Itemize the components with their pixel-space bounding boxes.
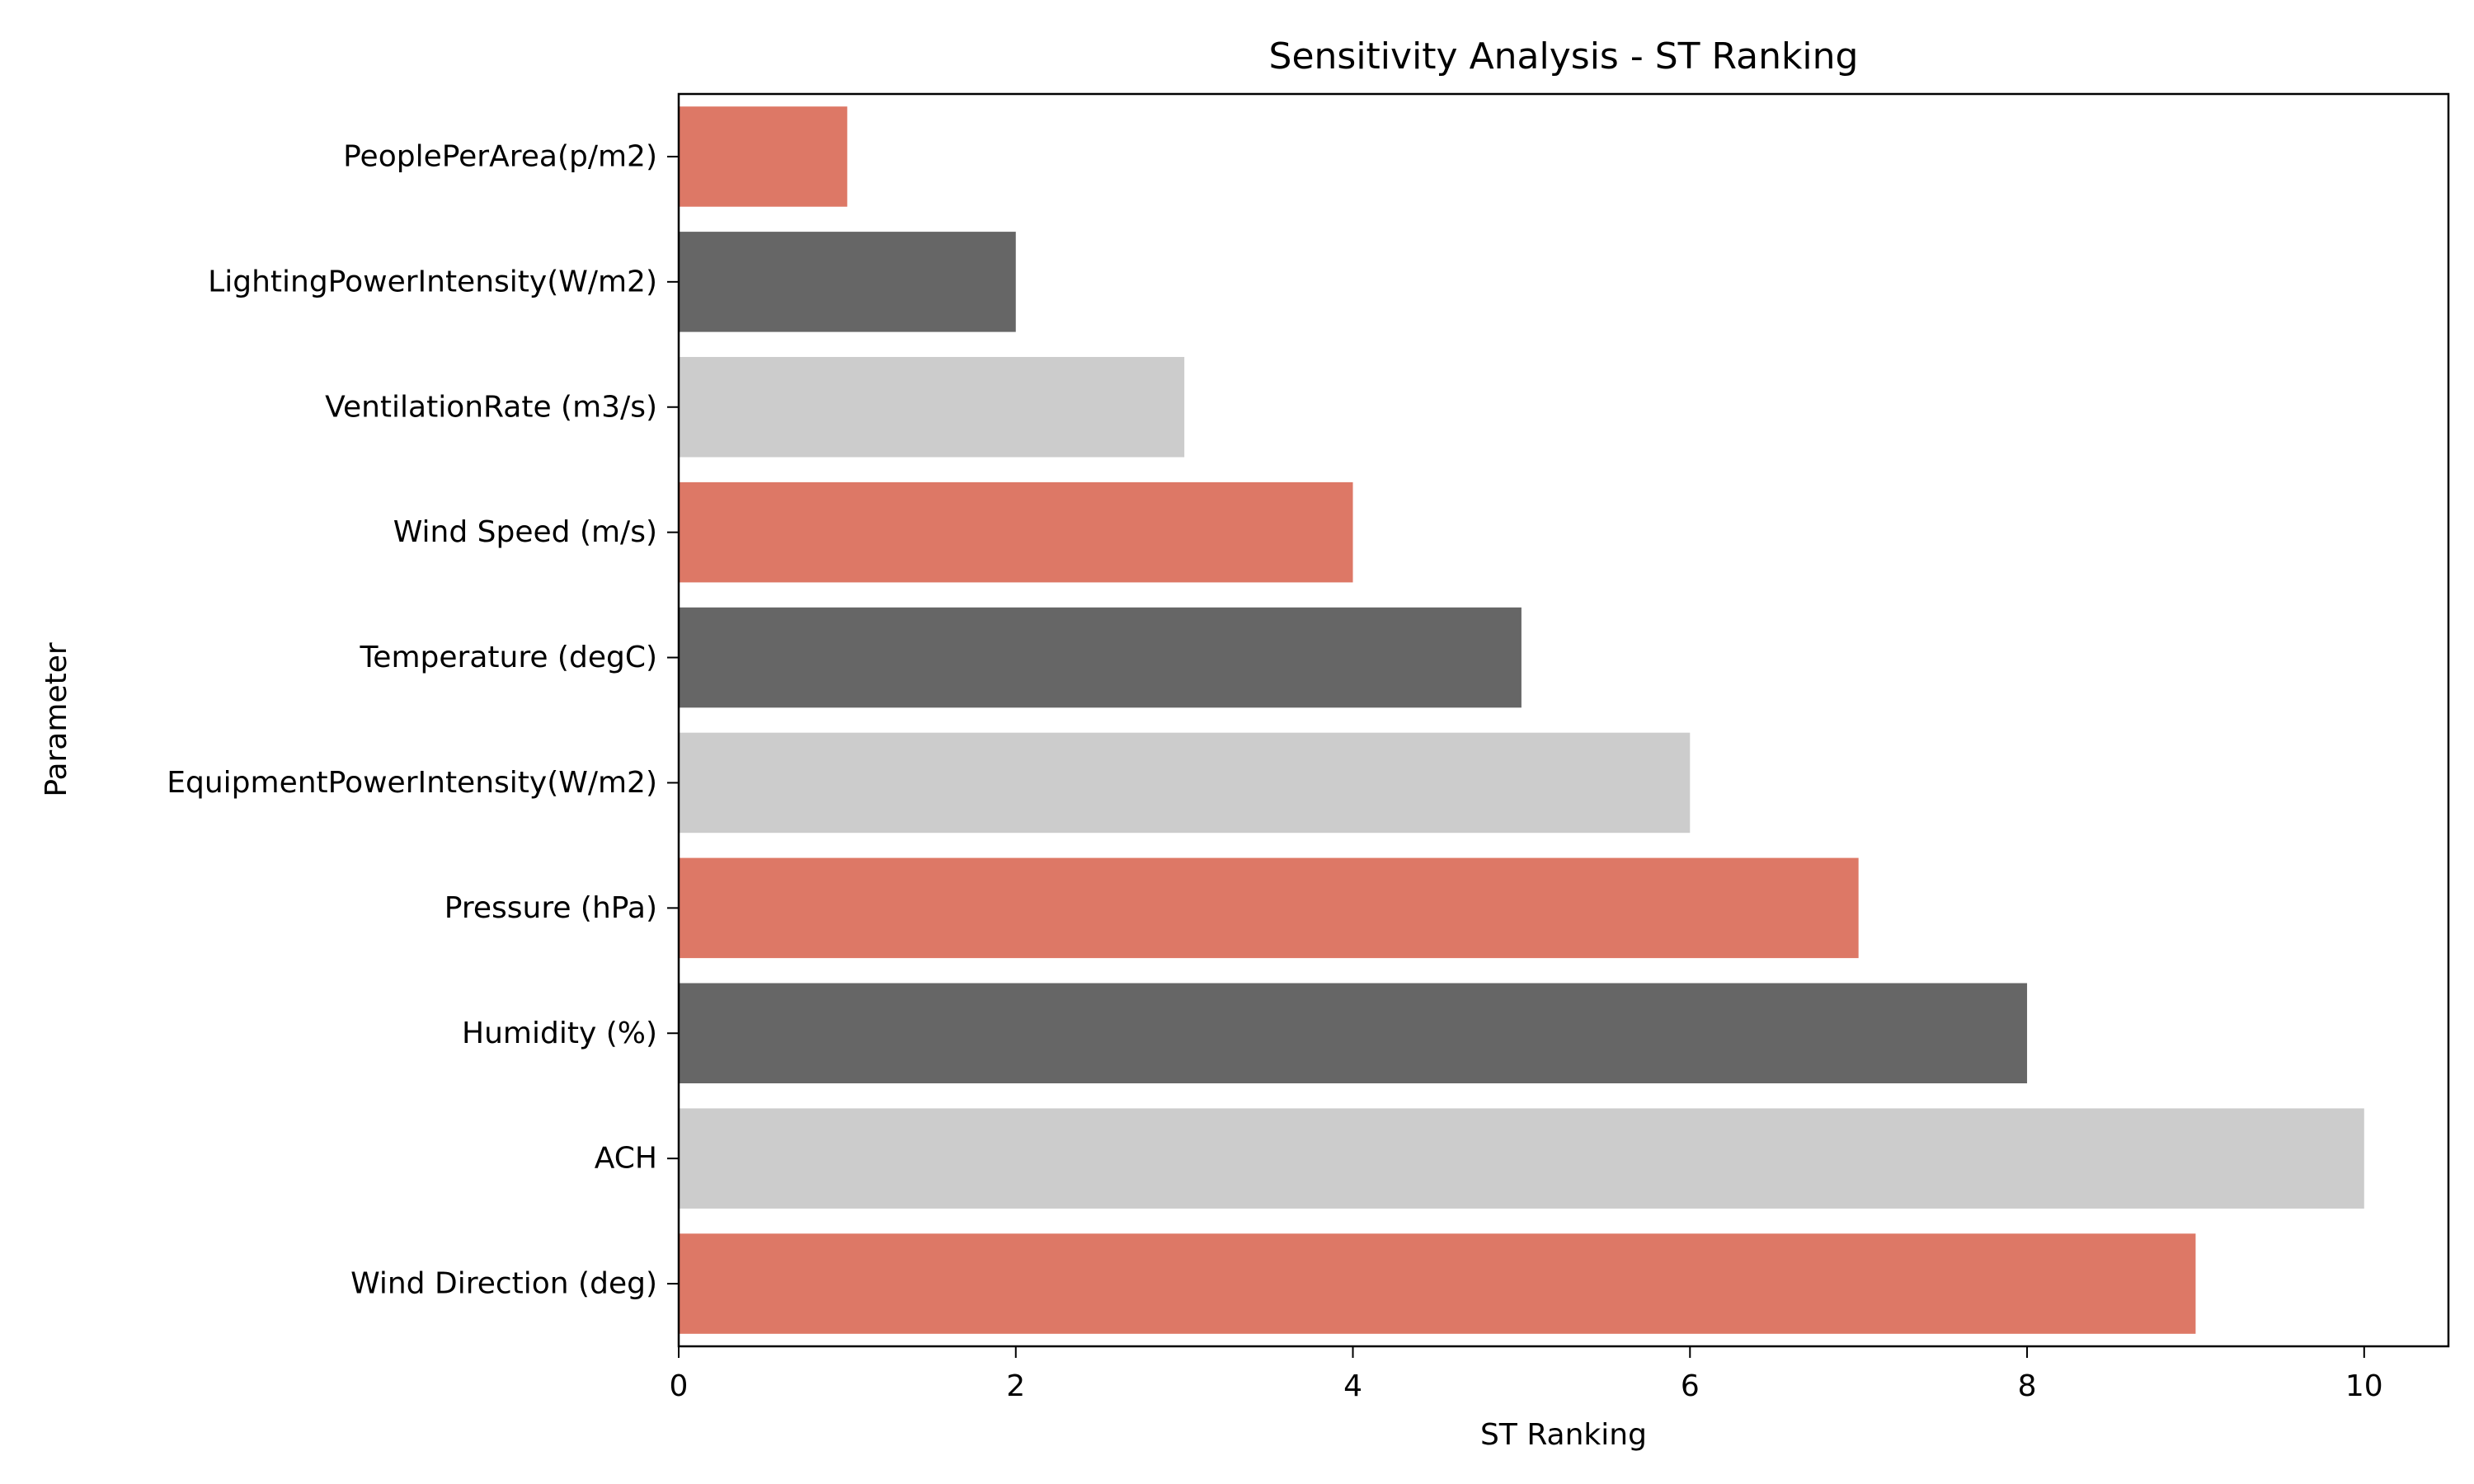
x-tick-label: 8 [2018,1369,2037,1403]
x-tick-label: 6 [1681,1369,1700,1403]
y-tick-label: Pressure (hPa) [444,891,657,925]
bars-layer [679,106,2364,1334]
plot-frame [677,92,2450,1348]
x-axis-title: ST Ranking [1480,1418,1647,1452]
bar [679,607,1522,708]
chart-title: Sensitivity Analysis - ST Ranking [1269,35,1859,77]
bar [679,481,1353,583]
bar [679,232,1016,332]
y-tick-label: EquipmentPowerIntensity(W/m2) [167,766,657,800]
y-tick-label: ACH [595,1142,657,1176]
y-tick-label: Humidity (%) [462,1017,657,1050]
y-axis-title: Parameter [40,642,73,796]
y-tick-label: Wind Direction (deg) [350,1267,657,1301]
x-tick-label: 10 [2345,1369,2383,1403]
bar [679,857,1859,959]
bar [679,983,2028,1084]
bar [679,1108,2364,1209]
y-tick-label: Temperature (degC) [359,641,657,674]
ticks-layer: PeoplePerArea(p/m2) LightingPowerIntensit… [167,139,2382,1403]
y-tick-label: VentilationRate (m3/s) [325,390,657,424]
bar [679,732,1691,834]
x-tick-label: 2 [1006,1369,1025,1403]
y-tick-label: Wind Speed (m/s) [393,515,657,549]
bar [679,106,848,207]
x-tick-label: 0 [670,1369,689,1403]
bar [679,1233,2196,1334]
y-tick-label: PeoplePerArea(p/m2) [343,139,657,173]
y-tick-label: LightingPowerIntensity(W/m2) [208,265,657,298]
bar [679,356,1185,458]
x-tick-label: 4 [1343,1369,1362,1403]
